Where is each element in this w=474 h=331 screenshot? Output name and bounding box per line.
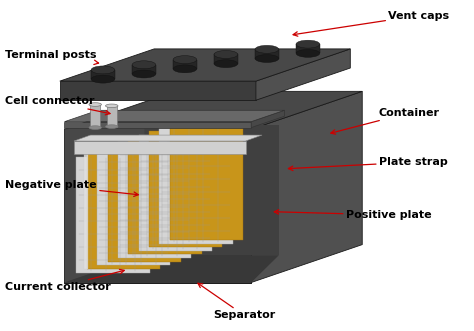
Polygon shape <box>256 49 350 100</box>
Ellipse shape <box>89 103 101 106</box>
Bar <box>255 49 279 59</box>
Polygon shape <box>149 131 222 247</box>
Polygon shape <box>159 128 233 244</box>
Ellipse shape <box>214 51 238 58</box>
Ellipse shape <box>255 45 279 53</box>
Polygon shape <box>87 153 160 269</box>
Bar <box>91 70 115 79</box>
Ellipse shape <box>106 104 118 108</box>
Text: Negative plate: Negative plate <box>5 180 138 196</box>
Ellipse shape <box>132 70 156 78</box>
Polygon shape <box>74 135 262 141</box>
Text: Positive plate: Positive plate <box>274 210 431 220</box>
Ellipse shape <box>296 40 319 48</box>
Ellipse shape <box>214 60 238 68</box>
Polygon shape <box>170 124 243 240</box>
Polygon shape <box>64 110 284 122</box>
Polygon shape <box>84 153 88 269</box>
Text: Terminal posts: Terminal posts <box>5 50 99 65</box>
Polygon shape <box>60 81 256 100</box>
Ellipse shape <box>89 126 101 129</box>
Polygon shape <box>76 157 150 273</box>
Polygon shape <box>128 139 201 255</box>
Text: Current collector: Current collector <box>5 269 124 293</box>
Ellipse shape <box>173 65 197 73</box>
Polygon shape <box>251 91 362 283</box>
Polygon shape <box>60 49 350 81</box>
Polygon shape <box>64 122 251 127</box>
Ellipse shape <box>106 125 118 128</box>
Polygon shape <box>108 146 181 262</box>
Text: Cell connector: Cell connector <box>5 96 110 115</box>
Polygon shape <box>74 141 246 154</box>
Polygon shape <box>64 129 251 283</box>
Ellipse shape <box>132 61 156 69</box>
Ellipse shape <box>255 55 279 63</box>
Polygon shape <box>64 129 251 283</box>
Bar <box>214 54 238 64</box>
Polygon shape <box>139 135 212 251</box>
Ellipse shape <box>296 49 319 57</box>
Polygon shape <box>251 110 284 127</box>
Polygon shape <box>145 125 279 255</box>
Polygon shape <box>64 125 145 283</box>
Polygon shape <box>118 142 191 258</box>
Polygon shape <box>64 91 362 129</box>
Text: Container: Container <box>331 108 440 134</box>
Ellipse shape <box>173 56 197 64</box>
Bar <box>296 44 319 53</box>
Ellipse shape <box>91 66 115 74</box>
Ellipse shape <box>91 75 115 83</box>
Bar <box>90 105 100 127</box>
Text: Separator: Separator <box>198 283 275 320</box>
Polygon shape <box>64 255 279 283</box>
Text: Vent caps: Vent caps <box>293 11 449 36</box>
Bar <box>132 65 156 74</box>
Polygon shape <box>97 150 170 265</box>
Bar <box>173 60 197 69</box>
Bar <box>107 106 117 126</box>
Text: Plate strap: Plate strap <box>289 157 447 170</box>
